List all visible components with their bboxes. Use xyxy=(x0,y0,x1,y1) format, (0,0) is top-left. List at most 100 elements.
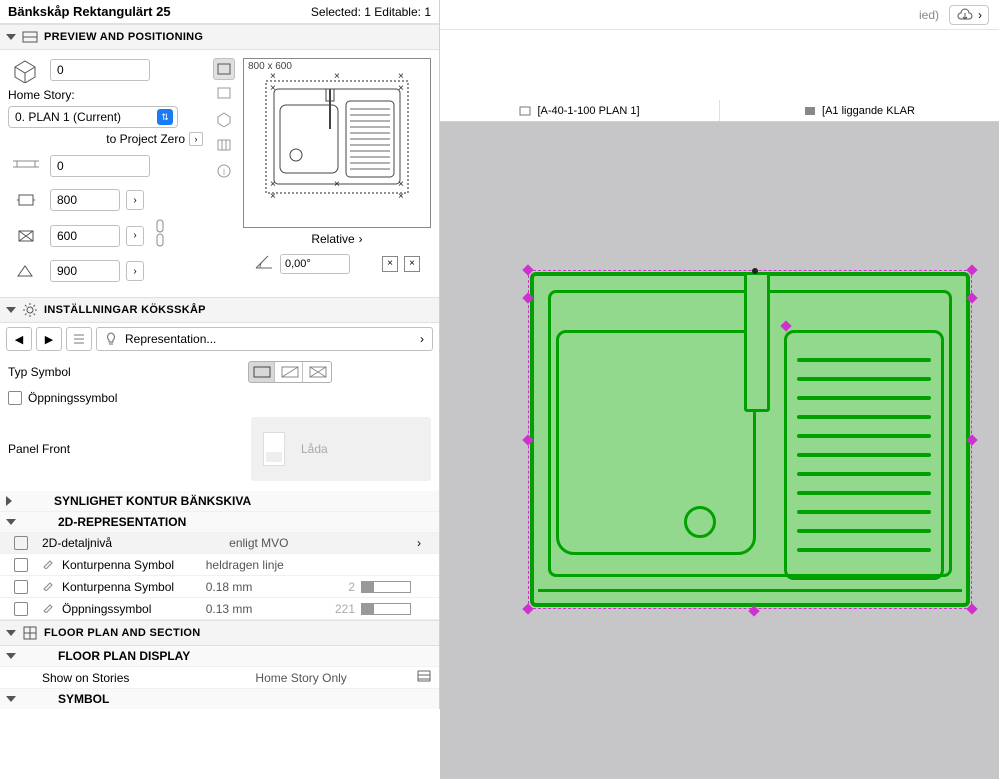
row-checkbox[interactable] xyxy=(14,580,28,594)
svg-text:×: × xyxy=(270,179,276,190)
angle-icon xyxy=(254,252,274,275)
toolbar-extra: ied) xyxy=(919,8,939,22)
attr-row[interactable]: Öppningssymbol 0.13 mm 221 xyxy=(0,598,439,620)
sink-object[interactable] xyxy=(530,272,970,607)
selection-handle[interactable] xyxy=(522,434,533,445)
title-row: Bänkskåp Rektangulärt 25 Selected: 1 Edi… xyxy=(0,0,439,24)
selection-handle[interactable] xyxy=(966,292,977,303)
bottom-offset-icon xyxy=(8,154,44,178)
attr-name: Konturpenna Symbol xyxy=(62,580,200,594)
symbol-x-icon[interactable] xyxy=(305,362,331,382)
selection-handle[interactable] xyxy=(748,605,759,616)
plan-icon xyxy=(519,106,531,116)
selection-status: Selected: 1 Editable: 1 xyxy=(311,5,431,19)
svg-text:×: × xyxy=(270,83,276,94)
cloud-icon xyxy=(956,8,974,22)
cloud-button[interactable]: › xyxy=(949,5,989,25)
symbol-diag-icon[interactable] xyxy=(277,362,303,382)
view-info-icon[interactable]: i xyxy=(216,163,232,184)
relative-label: Relative xyxy=(311,232,354,246)
visibility-header[interactable]: SYNLIGHET KONTUR BÄNKSKIVA xyxy=(0,491,439,512)
pen-icon xyxy=(42,557,56,572)
anchor-dot[interactable] xyxy=(752,268,758,274)
mirror-y-icon[interactable]: × xyxy=(404,256,420,272)
preview-dims: 800 x 600 xyxy=(248,61,292,72)
relative-chevron[interactable]: › xyxy=(359,232,363,246)
attr-row[interactable]: Konturpenna Symbol heldragen linje xyxy=(0,554,439,576)
attr-value: 0.18 mm xyxy=(206,580,309,594)
depth-chevron[interactable]: › xyxy=(126,226,144,246)
chevron-right-icon: › xyxy=(978,8,982,22)
view-3d-icon[interactable] xyxy=(216,111,232,132)
representation-label: Representation... xyxy=(125,332,216,346)
view-plan-icon[interactable] xyxy=(213,58,235,80)
angle-input[interactable] xyxy=(280,254,350,274)
view-side-icon[interactable] xyxy=(216,138,232,157)
opening-symbol-checkbox[interactable] xyxy=(8,391,22,405)
pen-swatch[interactable] xyxy=(361,581,411,593)
svg-text:×: × xyxy=(398,191,404,202)
tab-label: [A1 liggande KLAR xyxy=(822,105,915,117)
home-story-label: Home Story: xyxy=(8,88,203,102)
panel-front-preview[interactable]: Låda xyxy=(251,417,431,481)
depth-icon xyxy=(8,224,44,248)
symbol-solid-icon[interactable] xyxy=(249,362,275,382)
selection-handle[interactable] xyxy=(522,603,533,614)
section-preview[interactable]: PREVIEW AND POSITIONING xyxy=(0,24,439,50)
width-chevron[interactable]: › xyxy=(126,190,144,210)
representation-select[interactable]: Representation... › xyxy=(96,327,433,351)
height-input[interactable] xyxy=(50,260,120,282)
attr-row[interactable]: Konturpenna Symbol 0.18 mm 2 xyxy=(0,576,439,598)
section-settings[interactable]: INSTÄLLNINGAR KÖKSSKÅP xyxy=(0,297,439,323)
section-label: FLOOR PLAN AND SECTION xyxy=(44,627,201,639)
tab-a1[interactable]: [A1 liggande KLAR xyxy=(720,100,999,121)
selection-handle[interactable] xyxy=(966,603,977,614)
show-stories-value: Home Story Only xyxy=(255,671,411,685)
attr-name: Öppningssymbol xyxy=(62,602,200,616)
selection-handle[interactable] xyxy=(522,292,533,303)
preview-thumbnail[interactable]: 800 x 600 xyxy=(243,58,431,228)
attr-name: Konturpenna Symbol xyxy=(62,558,200,572)
detail2d-checkbox[interactable] xyxy=(14,536,28,550)
selection-handle[interactable] xyxy=(966,434,977,445)
view-front-icon[interactable] xyxy=(216,86,232,105)
top-offset-input[interactable] xyxy=(50,59,150,81)
plan-view[interactable] xyxy=(440,122,999,779)
selection-handle[interactable] xyxy=(966,264,977,275)
bottom-offset-input[interactable] xyxy=(50,155,150,177)
tab-plan1[interactable]: [A-40-1-100 PLAN 1] xyxy=(440,100,720,121)
svg-text:×: × xyxy=(334,179,340,190)
link-icon[interactable] xyxy=(154,218,166,253)
detail2d-value: enligt MVO xyxy=(229,536,365,550)
symbol-header[interactable]: SYMBOL xyxy=(0,689,439,709)
detail2d-row[interactable]: 2D-detaljnivå enligt MVO › xyxy=(0,533,439,554)
mirror-x-icon[interactable]: × xyxy=(382,256,398,272)
show-stories-row[interactable]: Show on Stories Home Story Only xyxy=(0,667,439,689)
attr-value: heldragen linje xyxy=(206,558,309,572)
project-zero-button[interactable]: to Project Zero › xyxy=(8,132,203,146)
nav-back-button[interactable]: ◀ xyxy=(6,327,32,351)
layout-icon xyxy=(804,106,816,116)
symbol-type-choice xyxy=(248,361,332,383)
svg-text:×: × xyxy=(398,71,404,82)
nav-forward-button[interactable]: ▶ xyxy=(36,327,62,351)
nav-list-button[interactable] xyxy=(66,327,92,351)
section-floor[interactable]: FLOOR PLAN AND SECTION xyxy=(0,620,439,646)
depth-input[interactable] xyxy=(50,225,120,247)
home-story-select[interactable]: 0. PLAN 1 (Current) ⇅ xyxy=(8,106,178,128)
row-checkbox[interactable] xyxy=(14,602,28,616)
fpd-header[interactable]: FLOOR PLAN DISPLAY xyxy=(0,646,439,667)
width-icon xyxy=(8,188,44,212)
selection-handle[interactable] xyxy=(522,264,533,275)
chevron-right-icon: › xyxy=(420,332,424,346)
disclosure-icon xyxy=(6,696,16,702)
pen-swatch[interactable] xyxy=(361,603,411,615)
fpd-label: FLOOR PLAN DISPLAY xyxy=(58,649,433,663)
chevron-right-icon: › xyxy=(189,132,203,146)
repr2d-header[interactable]: 2D-REPRESENTATION xyxy=(0,512,439,533)
width-input[interactable] xyxy=(50,189,120,211)
attr-num: 2 xyxy=(315,580,355,594)
floor-icon xyxy=(22,625,38,641)
height-chevron[interactable]: › xyxy=(126,261,144,281)
row-checkbox[interactable] xyxy=(14,558,28,572)
